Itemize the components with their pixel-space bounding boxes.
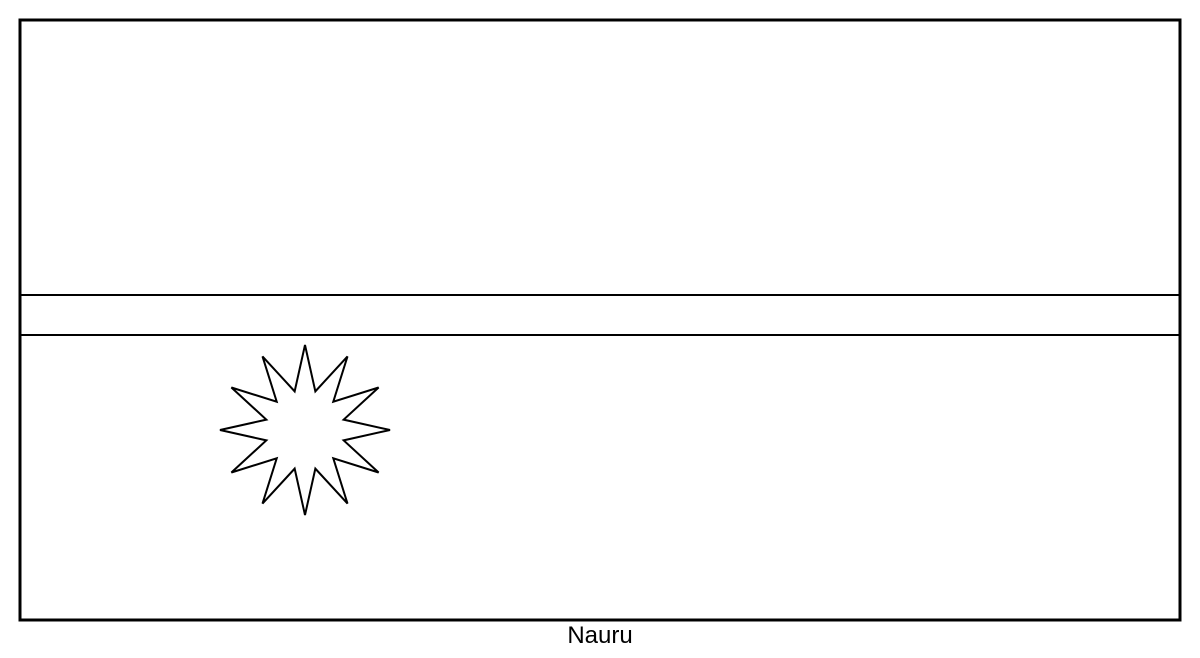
flag-outer-border [20,20,1180,620]
country-caption: Nauru [0,622,1200,650]
flag-svg [0,0,1200,658]
flag-coloring-page: Nauru [0,0,1200,658]
